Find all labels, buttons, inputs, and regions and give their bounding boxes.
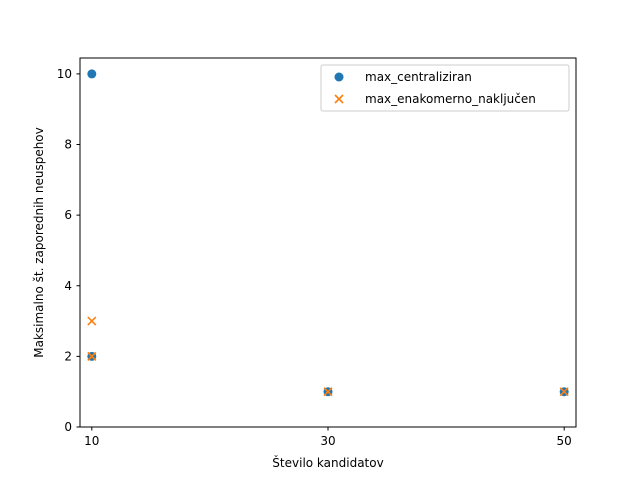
y-tick-label-10: 10 <box>57 67 72 81</box>
y-tick-label-6: 6 <box>64 208 72 222</box>
legend-label-0: max_centraliziran <box>365 70 472 84</box>
data-point-s1-3 <box>559 387 569 397</box>
legend-marker-0 <box>334 72 344 82</box>
y-axis-label: Maksimalno št. zaporednih neuspehov <box>32 127 46 358</box>
legend: max_centraliziran max_enakomerno_naključe… <box>320 64 570 112</box>
data-point-s1-2 <box>323 387 333 397</box>
x-axis-label: Število kandidatov <box>272 455 383 470</box>
x-tick-label-50: 50 <box>557 434 572 448</box>
legend-label-1: max_enakomerno_naključen <box>365 92 536 106</box>
data-point-s1-1 <box>87 351 97 361</box>
y-tick-label-2: 2 <box>64 349 72 363</box>
y-tick-label-0: 0 <box>64 420 72 434</box>
legend-box <box>320 64 570 112</box>
x-tick-label-30: 30 <box>320 434 335 448</box>
data-point-s1-0 <box>87 316 97 326</box>
x-tick-label-10: 10 <box>84 434 99 448</box>
data-point-s0-0 <box>87 69 97 79</box>
y-tick-label-4: 4 <box>64 279 72 293</box>
legend-marker-1 <box>334 94 344 104</box>
y-tick-label-8: 8 <box>64 138 72 152</box>
